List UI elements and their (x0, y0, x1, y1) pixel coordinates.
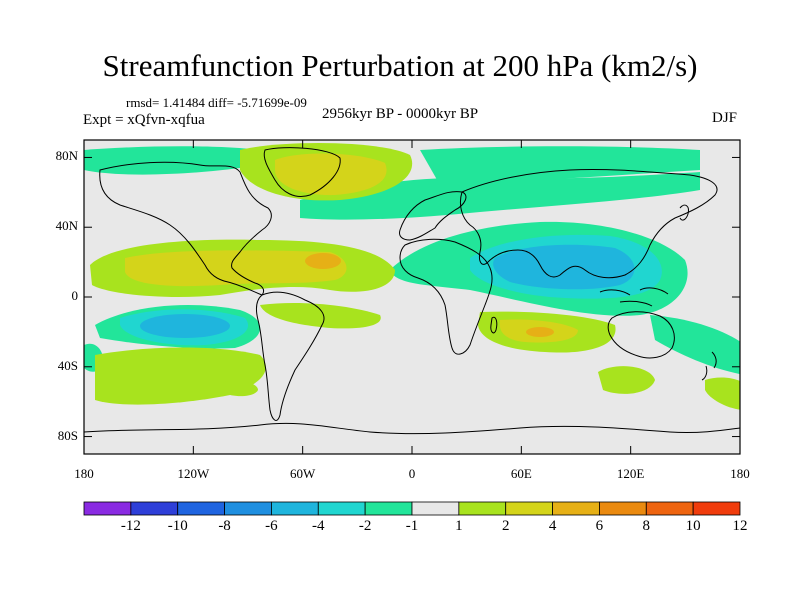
colorbar-label: 12 (732, 518, 748, 534)
south-america-coast (255, 291, 325, 421)
south-pacific-positive-band (95, 347, 266, 405)
colorbar-label: -10 (167, 518, 188, 534)
colorbar-label: 2 (501, 518, 510, 534)
x-tick-label: 180 (730, 466, 750, 481)
colorbar-label: 1 (455, 518, 463, 534)
colorbar-swatch (599, 501, 647, 516)
contour-fill-layer (84, 143, 740, 410)
y-tick-label: 80S (57, 427, 78, 443)
new-zealand-coast (701, 351, 717, 381)
colorbar-label: 8 (642, 518, 651, 534)
x-tick-label: 120E (616, 466, 645, 481)
colorbar-swatch (411, 501, 460, 516)
atlantic-positive-center (125, 250, 347, 287)
europe-coast (399, 191, 467, 241)
south-pacific-negative-core (140, 314, 230, 338)
season-label: DJF (712, 110, 738, 126)
colorbar-swatch (317, 501, 366, 516)
colorbar-label: -4 (312, 518, 325, 534)
colorbar (83, 501, 741, 516)
madagascar-coast (490, 316, 498, 334)
colorbar-swatch (271, 501, 319, 516)
colorbar-label: -8 (218, 518, 231, 534)
eurasia-upper-band (420, 146, 700, 185)
coastline-layer (84, 147, 740, 435)
atlantic-positive-core (305, 253, 341, 269)
asia-negative-core (493, 244, 635, 290)
y-tick-label: 80N (55, 148, 78, 164)
colorbar-swatch (692, 501, 741, 516)
colorbar-label: -1 (405, 518, 419, 534)
greenland-positive-center (275, 153, 387, 196)
north-hemisphere-negative-band (300, 172, 700, 220)
antarctica-coast (84, 422, 740, 435)
south-atlantic-positive (260, 303, 381, 329)
indian-ocean-positive-core (526, 327, 554, 337)
japan-coast (679, 204, 689, 221)
y-tick-label: 40S (57, 357, 78, 373)
colorbar-swatch (645, 501, 694, 516)
colorbar-swatch (505, 501, 553, 516)
axis-ticks (83, 140, 741, 454)
north-america-coast (99, 161, 272, 296)
x-tick-label: 0 (408, 466, 416, 481)
y-tick-label: 40N (55, 218, 78, 234)
colorbar-swatch (552, 501, 600, 516)
x-tick-label: 60W (290, 466, 316, 481)
colorbar-swatch (364, 501, 413, 516)
colorbar-swatch (130, 501, 179, 516)
y-tick-label: 0 (71, 288, 79, 303)
chart-title: Streamfunction Perturbation at 200 hPa (… (102, 48, 698, 83)
x-tick-label: 60E (510, 466, 532, 481)
x-tick-label: 180 (74, 466, 94, 481)
colorbar-label: -2 (358, 518, 372, 534)
colorbar-label: 6 (595, 518, 604, 534)
experiment-label: Expt = xQfvn-xqfua (83, 112, 205, 128)
rmsd-stats: rmsd= 1.41484 diff= -5.71699e-09 (126, 95, 307, 110)
period-label: 2956kyr BP - 0000kyr BP (322, 106, 479, 122)
colorbar-swatch (224, 501, 272, 516)
colorbar-swatch (83, 501, 132, 516)
colorbar-label: -6 (265, 518, 278, 534)
colorbar-swatch (458, 501, 507, 516)
indonesia-islands (599, 287, 669, 307)
greenland-coast (263, 147, 341, 197)
australia-coast (607, 311, 675, 359)
colorbar-label: 10 (685, 518, 701, 534)
colorbar-label: -12 (120, 518, 141, 534)
east-southern-positive (705, 377, 740, 410)
colorbar-swatch (177, 501, 225, 516)
southern-positive-blob-2 (598, 366, 655, 394)
arctic-negative-band-north (84, 146, 260, 175)
asia-coast (459, 168, 718, 279)
x-tick-label: 120W (177, 466, 210, 481)
southern-positive-blob-1 (222, 380, 258, 397)
colorbar-label: 4 (548, 518, 557, 534)
africa-coast (399, 238, 493, 355)
